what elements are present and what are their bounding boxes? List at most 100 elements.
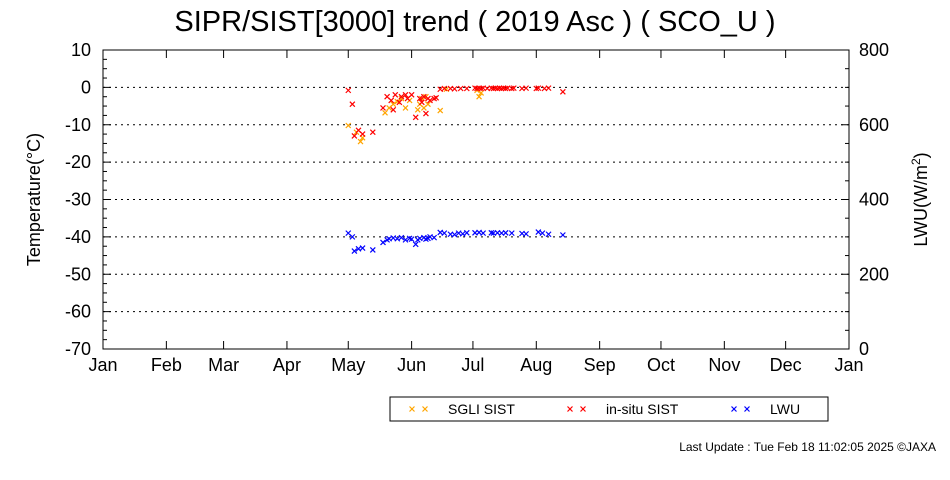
data-point — [357, 138, 364, 145]
y2-axis-label-tail: ) — [911, 152, 931, 158]
data-point — [408, 91, 415, 98]
data-point — [402, 91, 409, 98]
data-point — [402, 105, 409, 111]
data-point — [390, 106, 397, 113]
data-point — [359, 245, 366, 252]
data-points — [345, 85, 566, 255]
data-point — [388, 97, 395, 104]
data-point — [545, 85, 552, 92]
left-axis: 10 0 -10 -20 -30 -40 -50 -60 -70 — [65, 40, 111, 359]
y-tick-label: -10 — [65, 115, 91, 135]
data-point — [423, 110, 429, 117]
data-point — [533, 85, 540, 92]
x-tick-label: Sep — [584, 355, 616, 375]
data-point — [427, 97, 433, 104]
legend-label: LWU — [770, 401, 800, 417]
grid-lines — [103, 86, 849, 313]
data-point — [510, 85, 517, 92]
last-update-footer: Last Update : Tue Feb 18 11:02:05 2025 ©… — [679, 440, 936, 454]
legend-box — [389, 396, 829, 422]
y2-axis-label: LWU(W/m2) — [909, 152, 931, 246]
data-point — [414, 106, 421, 113]
data-point — [382, 109, 388, 116]
data-point — [418, 99, 425, 106]
data-point — [369, 247, 376, 253]
legend-label: in-situ SIST — [606, 401, 679, 417]
x-tick-label: Oct — [647, 355, 675, 375]
data-point — [425, 101, 431, 108]
data-point — [412, 114, 419, 121]
right-axis: 800 600 400 200 0 — [841, 40, 889, 359]
data-point — [535, 85, 542, 92]
legend-entry: SGLI SIST — [409, 401, 515, 417]
data-point — [420, 93, 427, 100]
legend-marker — [422, 406, 428, 412]
data-point — [502, 85, 509, 92]
x-tick-label: Dec — [770, 355, 802, 375]
data-point — [408, 236, 415, 243]
data-point — [559, 88, 566, 95]
x-tick-label: Mar — [208, 355, 239, 375]
y-axis-label: Temperature(°C) — [24, 133, 44, 266]
y2-axis-label-base: LWU(W/m — [911, 165, 931, 247]
data-point — [478, 85, 485, 92]
data-point — [488, 229, 495, 236]
legend-marker — [580, 406, 586, 412]
x-tick-label: Jul — [461, 355, 484, 375]
legend-marker — [567, 406, 573, 412]
legend-marker — [409, 406, 415, 412]
data-point — [502, 229, 509, 236]
data-point — [478, 90, 485, 96]
x-tick-label: Jan — [834, 355, 863, 375]
x-tick-label: Nov — [708, 355, 740, 375]
chart-title: SIPR/SIST[3000] trend ( 2019 Asc ) ( SCO… — [174, 6, 776, 38]
x-tick-label: Apr — [273, 355, 301, 375]
x-tick-label: Feb — [151, 355, 182, 375]
data-point — [394, 235, 401, 242]
legend: SGLI SIST in-situ SIST LWU — [389, 396, 829, 422]
y2-axis-label-superscript: 2 — [909, 158, 923, 165]
data-point — [508, 85, 515, 92]
y-tick-label: 0 — [81, 77, 91, 97]
y2-tick-label: 800 — [859, 40, 889, 60]
data-point — [539, 230, 546, 237]
data-point — [345, 87, 352, 94]
x-tick-label: Jan — [88, 355, 117, 375]
y2-tick-label: 200 — [859, 264, 889, 284]
data-point — [412, 241, 419, 248]
data-point — [398, 234, 405, 241]
legend-marker — [731, 406, 737, 412]
data-point — [480, 230, 487, 237]
legend-entry: LWU — [731, 401, 800, 417]
y-tick-label: -40 — [65, 227, 91, 247]
data-point — [402, 236, 409, 243]
data-point — [437, 107, 444, 114]
x-tick-label: May — [331, 355, 365, 375]
data-point — [523, 85, 529, 92]
x-axis: Jan Feb Mar Apr May Jun Jul Aug Sep Oct Nov Dec Jan — [88, 50, 864, 375]
y-tick-label: -20 — [65, 152, 91, 172]
x-tick-label: Jun — [397, 355, 426, 375]
data-point — [392, 91, 399, 98]
data-point — [523, 230, 529, 237]
data-point — [463, 229, 470, 236]
data-point — [451, 85, 458, 92]
data-point — [441, 230, 448, 237]
y-tick-label: -70 — [65, 339, 91, 359]
data-point — [431, 234, 438, 241]
data-point — [351, 133, 358, 139]
y-tick-label: -60 — [65, 302, 91, 322]
y2-tick-label: 0 — [859, 339, 869, 359]
legend-label: SGLI SIST — [448, 401, 515, 417]
data-point — [396, 99, 403, 106]
data-point — [463, 85, 470, 92]
data-point — [380, 105, 386, 111]
data-point — [459, 230, 466, 237]
data-point — [508, 230, 515, 237]
data-point — [349, 233, 356, 240]
data-point — [345, 122, 352, 129]
data-point — [416, 95, 423, 102]
y-tick-label: -50 — [65, 264, 91, 284]
data-point — [380, 239, 386, 246]
